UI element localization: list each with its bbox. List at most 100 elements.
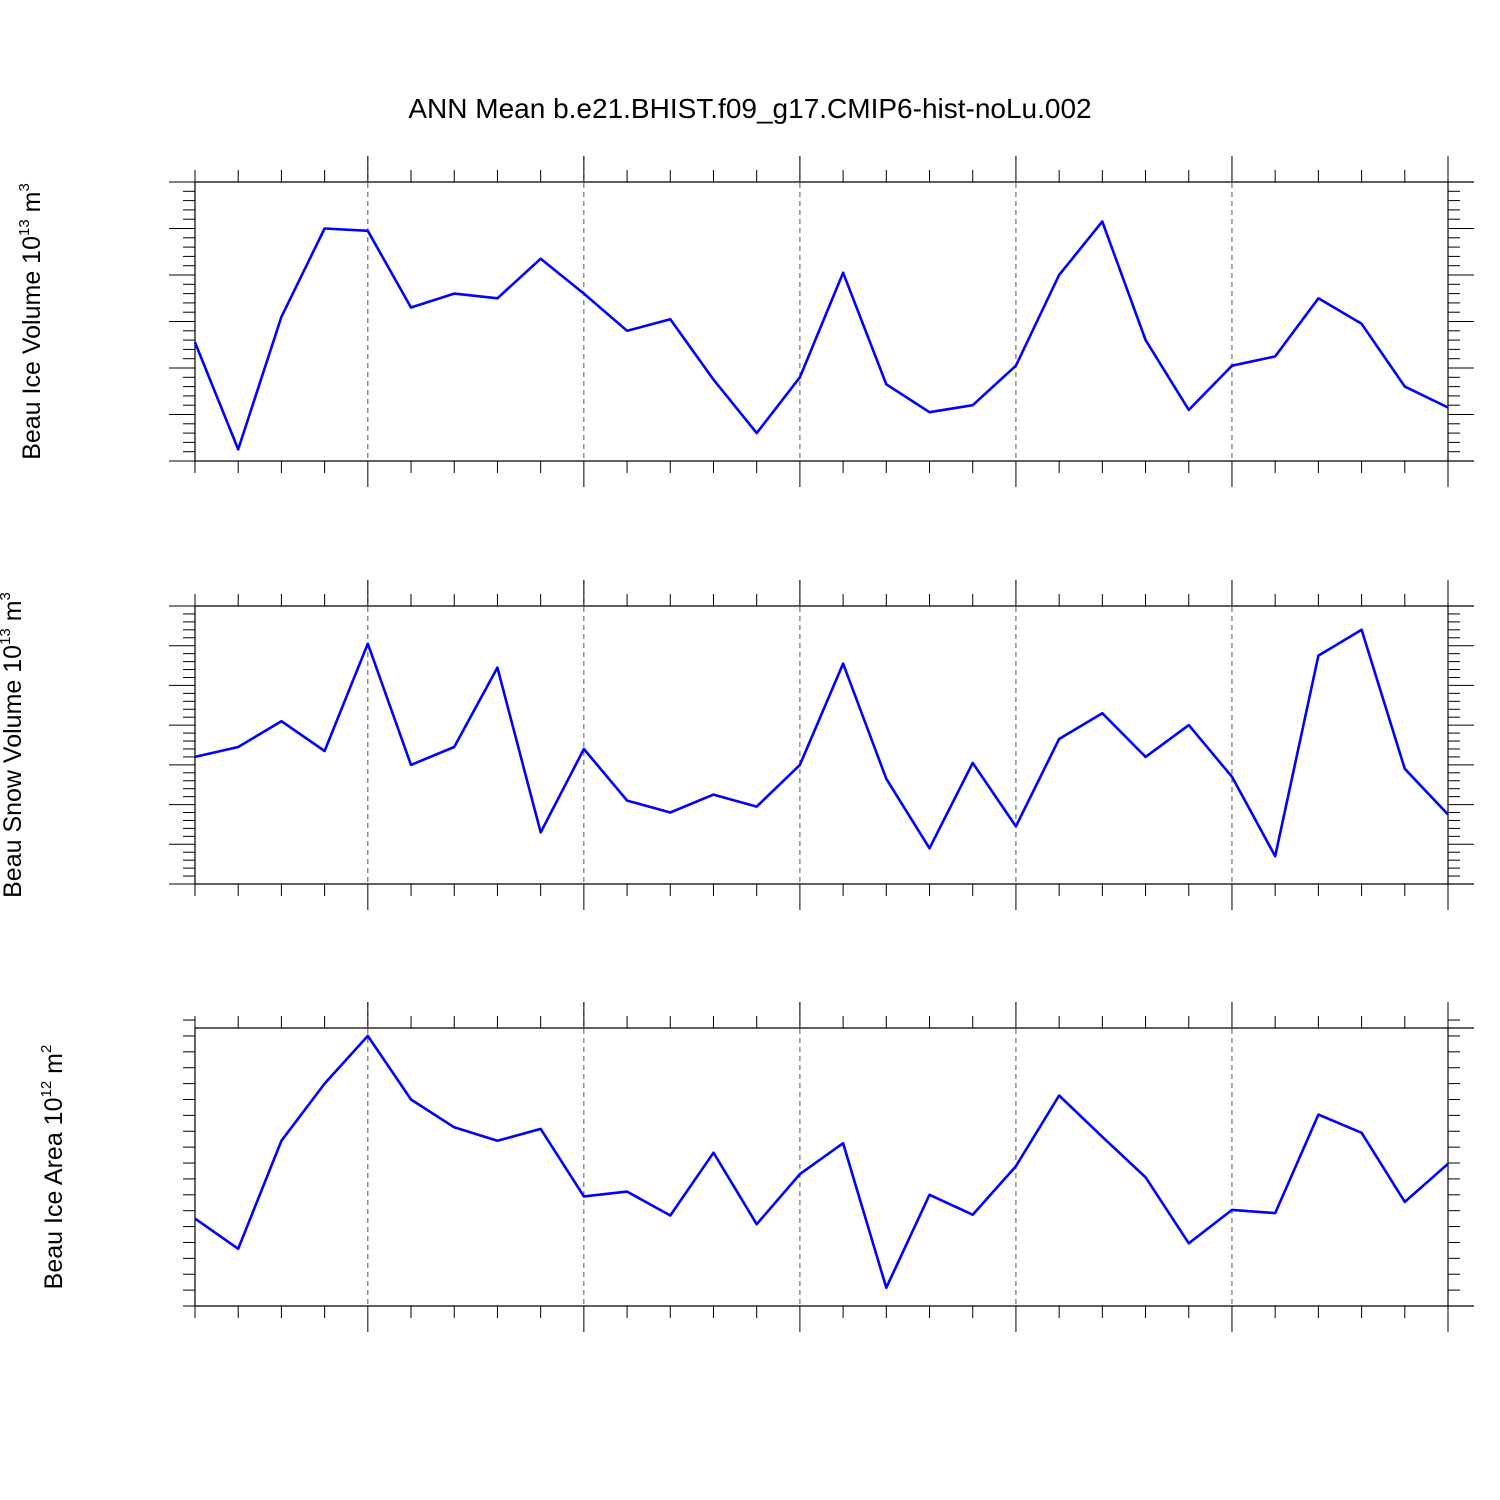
chart-panel-2: Beau Snow Volume 1013 m3 bbox=[0, 580, 1474, 910]
data-point bbox=[1057, 1094, 1061, 1098]
data-point bbox=[409, 763, 413, 767]
y-axis-title-space bbox=[40, 1074, 68, 1081]
chart-panel-1: Beau Ice Volume 1013 m3 bbox=[16, 156, 1474, 487]
data-point bbox=[323, 1082, 327, 1086]
data-point bbox=[323, 749, 327, 753]
data-point bbox=[1057, 273, 1061, 277]
data-point bbox=[711, 793, 715, 797]
data-point bbox=[798, 763, 802, 767]
data-point bbox=[1144, 755, 1148, 759]
data-point bbox=[1100, 1135, 1104, 1139]
data-series-line bbox=[193, 220, 1449, 451]
data-point bbox=[582, 747, 586, 751]
data-point bbox=[884, 777, 888, 781]
data-point bbox=[279, 719, 283, 723]
data-point bbox=[539, 257, 543, 261]
data-point bbox=[582, 292, 586, 296]
data-point bbox=[884, 1286, 888, 1290]
y-axis-title-exponent: 12 bbox=[38, 1081, 55, 1098]
data-point bbox=[928, 846, 932, 850]
data-point bbox=[1187, 1241, 1191, 1245]
y-axis-title-name: Beau Ice Volume bbox=[18, 271, 46, 460]
data-point bbox=[798, 375, 802, 379]
data-point bbox=[409, 306, 413, 310]
data-point bbox=[1360, 1131, 1364, 1135]
data-point bbox=[798, 1172, 802, 1176]
data-point bbox=[236, 447, 240, 451]
chart-panel-3: Beau Ice Area 1012 m2 bbox=[38, 1002, 1474, 1332]
data-point bbox=[452, 292, 456, 296]
data-point bbox=[668, 811, 672, 815]
data-point bbox=[1230, 1208, 1234, 1212]
data-point bbox=[539, 830, 543, 834]
data-point bbox=[1316, 654, 1320, 658]
data-point bbox=[1316, 296, 1320, 300]
data-point bbox=[841, 271, 845, 275]
y-axis-title-space bbox=[40, 1125, 68, 1132]
data-point bbox=[1273, 1211, 1277, 1215]
y-axis-title: Beau Ice Volume 1013 m3 bbox=[16, 183, 46, 460]
data-point bbox=[625, 1190, 629, 1194]
data-point bbox=[755, 431, 759, 435]
y-axis-title-name: Beau Ice Area bbox=[40, 1132, 68, 1289]
data-point bbox=[193, 340, 197, 344]
data-point bbox=[1360, 628, 1364, 632]
y-axis-title-base: 10 bbox=[40, 1097, 68, 1125]
data-point bbox=[1144, 1175, 1148, 1179]
y-axis-title-name: Beau Snow Volume bbox=[0, 680, 27, 898]
y-axis-title-base: 10 bbox=[0, 645, 27, 673]
data-point bbox=[971, 403, 975, 407]
data-point bbox=[1144, 338, 1148, 342]
y-axis-title-space bbox=[18, 264, 46, 271]
data-point bbox=[1057, 737, 1061, 741]
y-axis-title-unit: m bbox=[0, 600, 27, 621]
data-point bbox=[1230, 364, 1234, 368]
y-axis-title-unit: m bbox=[40, 1053, 68, 1074]
data-point bbox=[193, 755, 197, 759]
data-point bbox=[1273, 354, 1277, 358]
data-point bbox=[1360, 322, 1364, 326]
data-series-line bbox=[194, 628, 1449, 858]
data-point bbox=[1446, 1162, 1450, 1166]
data-point bbox=[755, 805, 759, 809]
y-axis-title-unit-exponent: 3 bbox=[16, 183, 33, 191]
data-point bbox=[1187, 723, 1191, 727]
y-axis-title-exponent: 13 bbox=[0, 628, 14, 645]
y-axis-title: Beau Ice Area 1012 m2 bbox=[38, 1045, 68, 1290]
data-point bbox=[755, 1222, 759, 1226]
data-point bbox=[279, 315, 283, 319]
y-axis-title-unit: m bbox=[18, 192, 46, 213]
data-point bbox=[1187, 408, 1191, 412]
data-point bbox=[279, 1139, 283, 1143]
data-point bbox=[928, 410, 932, 414]
data-point bbox=[625, 329, 629, 333]
data-point bbox=[582, 1194, 586, 1198]
y-axis-title-exponent: 13 bbox=[16, 219, 33, 236]
data-point bbox=[366, 229, 370, 233]
y-axis-title-space bbox=[18, 212, 46, 219]
data-point bbox=[236, 745, 240, 749]
data-point bbox=[668, 1213, 672, 1217]
data-point bbox=[1014, 364, 1018, 368]
data-point bbox=[711, 1151, 715, 1155]
data-point bbox=[1014, 824, 1018, 828]
data-point bbox=[1403, 767, 1407, 771]
y-axis-title-space bbox=[0, 673, 27, 680]
data-point bbox=[841, 662, 845, 666]
data-point bbox=[884, 382, 888, 386]
data-point bbox=[1230, 775, 1234, 779]
data-point bbox=[452, 745, 456, 749]
data-point bbox=[1100, 220, 1104, 224]
data-series-line bbox=[194, 1034, 1449, 1289]
data-point bbox=[366, 642, 370, 646]
data-point bbox=[1446, 813, 1450, 817]
data-point bbox=[1403, 385, 1407, 389]
data-point bbox=[971, 761, 975, 765]
data-point bbox=[1446, 406, 1450, 410]
data-point bbox=[1403, 1200, 1407, 1204]
y-axis-title-unit-exponent: 3 bbox=[0, 592, 14, 600]
y-axis-title-space bbox=[0, 621, 27, 628]
figure-title: ANN Mean b.e21.BHIST.f09_g17.CMIP6-hist-… bbox=[408, 93, 1091, 124]
